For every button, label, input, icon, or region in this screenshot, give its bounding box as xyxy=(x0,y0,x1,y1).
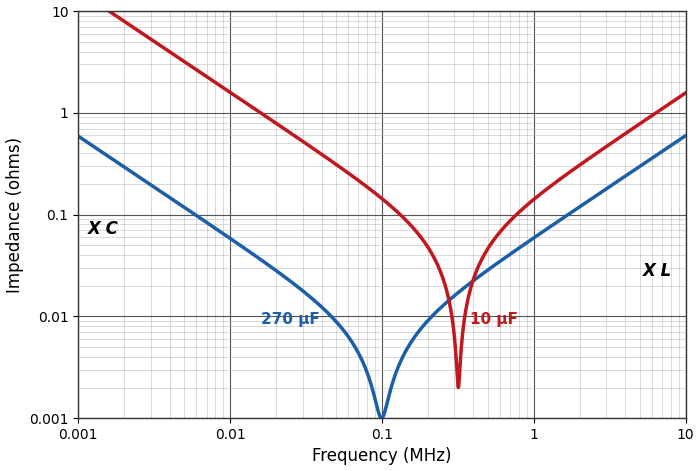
Text: X C: X C xyxy=(88,219,118,238)
Text: 10 μF: 10 μF xyxy=(470,312,518,326)
X-axis label: Frequency (MHz): Frequency (MHz) xyxy=(312,447,452,465)
Text: X L: X L xyxy=(643,262,672,280)
Text: 270 μF: 270 μF xyxy=(261,312,320,326)
Y-axis label: Impedance (ohms): Impedance (ohms) xyxy=(6,137,24,292)
